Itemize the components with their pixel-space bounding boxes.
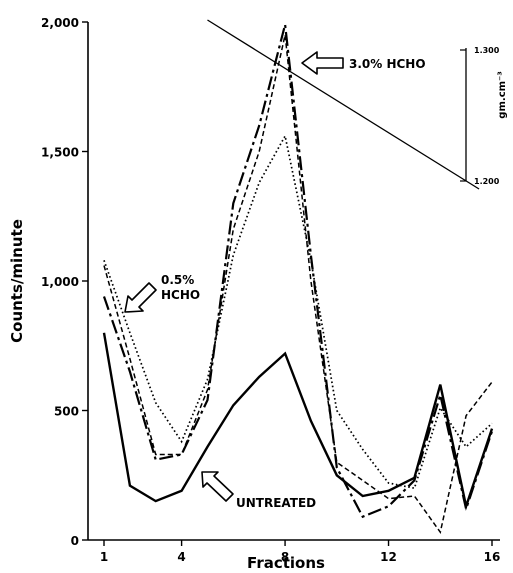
- annotation-label-half-percent-2: HCHO: [161, 288, 200, 302]
- y-tick-label: 500: [54, 405, 79, 419]
- series-line-dash-short: [103, 34, 493, 535]
- x-axis-title: Fractions: [247, 554, 325, 572]
- x-tick-label: 16: [484, 550, 501, 564]
- arrow-icon: [124, 282, 157, 313]
- density-tick-label-1200: 1.200: [474, 177, 500, 186]
- x-tick-label: 8: [281, 550, 289, 564]
- x-tick-label: 4: [177, 550, 185, 564]
- series-line-dash-long: [102, 24, 494, 519]
- density-gradient: 1.300 1.200 gm.cm⁻³: [207, 19, 508, 190]
- series-line-dotted: [103, 133, 493, 490]
- annotation-label-3-percent: 3.0% HCHO: [349, 57, 426, 71]
- annotation-untreated: UNTREATED: [201, 471, 316, 510]
- series-line-solid: [102, 332, 494, 511]
- arrow-icon: [201, 471, 234, 502]
- y-tick-label: 0: [71, 534, 79, 548]
- y-tick-label: 1,000: [41, 275, 79, 289]
- annotation-label-untreated: UNTREATED: [236, 496, 316, 510]
- density-gradient-line: [207, 19, 480, 190]
- x-tick-label: 12: [380, 550, 397, 564]
- y-tick-label: 2,000: [41, 16, 79, 30]
- annotation-3-percent: 3.0% HCHO: [301, 51, 426, 75]
- arrow-icon: [301, 51, 344, 75]
- annotation-half-percent: 0.5% HCHO: [124, 273, 200, 313]
- density-tick-label-1300: 1.300: [474, 46, 500, 55]
- x-axis-ticks: 1 4 8 12 16: [100, 540, 501, 564]
- y-tick-label: 1,500: [41, 146, 79, 160]
- annotation-label-half-percent-1: 0.5%: [161, 273, 194, 287]
- density-axis-title: gm.cm⁻³: [497, 71, 508, 118]
- x-tick-label: 1: [100, 550, 108, 564]
- series-layer: [102, 24, 494, 535]
- y-axis-title: Counts/minute: [8, 219, 26, 343]
- y-axis-ticks: 0 500 1,000 1,500 2,000: [41, 16, 88, 548]
